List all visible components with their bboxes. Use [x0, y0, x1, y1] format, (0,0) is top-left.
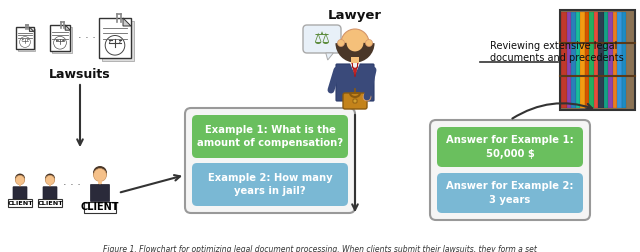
Bar	[608, 12, 613, 108]
Circle shape	[15, 174, 25, 184]
FancyBboxPatch shape	[192, 115, 348, 158]
Text: CLIENT: CLIENT	[7, 201, 33, 206]
Circle shape	[45, 174, 55, 184]
Text: CLIENT: CLIENT	[37, 201, 63, 206]
Text: · · ·: · · ·	[78, 33, 96, 43]
Polygon shape	[100, 181, 103, 185]
Bar	[49, 184, 51, 187]
Bar	[571, 12, 576, 108]
Bar	[561, 12, 567, 108]
Bar	[604, 12, 608, 108]
Text: Lawyer: Lawyer	[328, 9, 382, 21]
Bar	[560, 10, 635, 110]
Circle shape	[45, 175, 54, 185]
Text: Figure 1. Flowchart for optimizing legal document processing. When clients submi: Figure 1. Flowchart for optimizing legal…	[103, 244, 537, 252]
FancyBboxPatch shape	[192, 163, 348, 206]
Bar	[18, 29, 35, 51]
Bar	[98, 181, 102, 185]
Circle shape	[15, 175, 25, 185]
FancyBboxPatch shape	[343, 93, 367, 109]
Bar	[84, 202, 116, 213]
FancyBboxPatch shape	[336, 64, 374, 101]
Bar	[598, 12, 604, 108]
Bar	[52, 27, 72, 53]
Text: ⚖: ⚖	[314, 30, 330, 48]
Polygon shape	[20, 184, 22, 187]
Bar	[50, 25, 70, 51]
Bar	[16, 27, 34, 49]
Text: Example 2: How many
years in jail?: Example 2: How many years in jail?	[208, 173, 332, 196]
Bar	[351, 57, 359, 65]
FancyBboxPatch shape	[437, 173, 583, 213]
Polygon shape	[97, 181, 100, 185]
Bar	[99, 18, 131, 58]
FancyBboxPatch shape	[13, 187, 27, 199]
FancyBboxPatch shape	[303, 25, 341, 53]
Circle shape	[337, 40, 344, 47]
Text: CLIENT: CLIENT	[81, 203, 119, 212]
Bar	[102, 21, 134, 61]
Polygon shape	[123, 18, 131, 26]
Bar	[617, 12, 622, 108]
Text: · · ·: · · ·	[63, 180, 81, 190]
Bar	[567, 12, 571, 108]
Polygon shape	[29, 27, 34, 32]
Circle shape	[93, 166, 107, 180]
Bar	[576, 12, 580, 108]
Bar	[560, 10, 635, 110]
Polygon shape	[18, 184, 20, 187]
Polygon shape	[48, 184, 50, 187]
Bar	[8, 200, 31, 207]
Bar	[589, 12, 594, 108]
Bar	[580, 12, 585, 108]
FancyBboxPatch shape	[437, 127, 583, 167]
FancyBboxPatch shape	[43, 187, 57, 199]
Bar	[38, 200, 61, 207]
Circle shape	[93, 169, 106, 181]
Polygon shape	[50, 184, 52, 187]
Polygon shape	[350, 63, 360, 75]
Text: Lawsuits: Lawsuits	[49, 69, 111, 81]
Polygon shape	[326, 53, 333, 60]
Polygon shape	[65, 25, 70, 30]
Text: Reviewing extensive legal
documents and precedents: Reviewing extensive legal documents and …	[490, 41, 624, 63]
Bar	[594, 12, 598, 108]
FancyBboxPatch shape	[185, 108, 355, 213]
Bar	[613, 12, 617, 108]
Bar	[19, 184, 21, 187]
Text: Answer for Example 1:
50,000 $: Answer for Example 1: 50,000 $	[446, 135, 574, 159]
Bar	[622, 12, 626, 108]
Circle shape	[363, 93, 371, 101]
Bar	[585, 12, 589, 108]
FancyBboxPatch shape	[353, 99, 357, 103]
Polygon shape	[352, 63, 358, 77]
Circle shape	[341, 29, 369, 57]
Circle shape	[365, 40, 372, 47]
Text: Example 1: What is the
amount of compensation?: Example 1: What is the amount of compens…	[197, 125, 343, 148]
FancyBboxPatch shape	[430, 120, 590, 220]
Text: Answer for Example 2:
3 years: Answer for Example 2: 3 years	[446, 181, 573, 205]
FancyBboxPatch shape	[90, 184, 109, 202]
